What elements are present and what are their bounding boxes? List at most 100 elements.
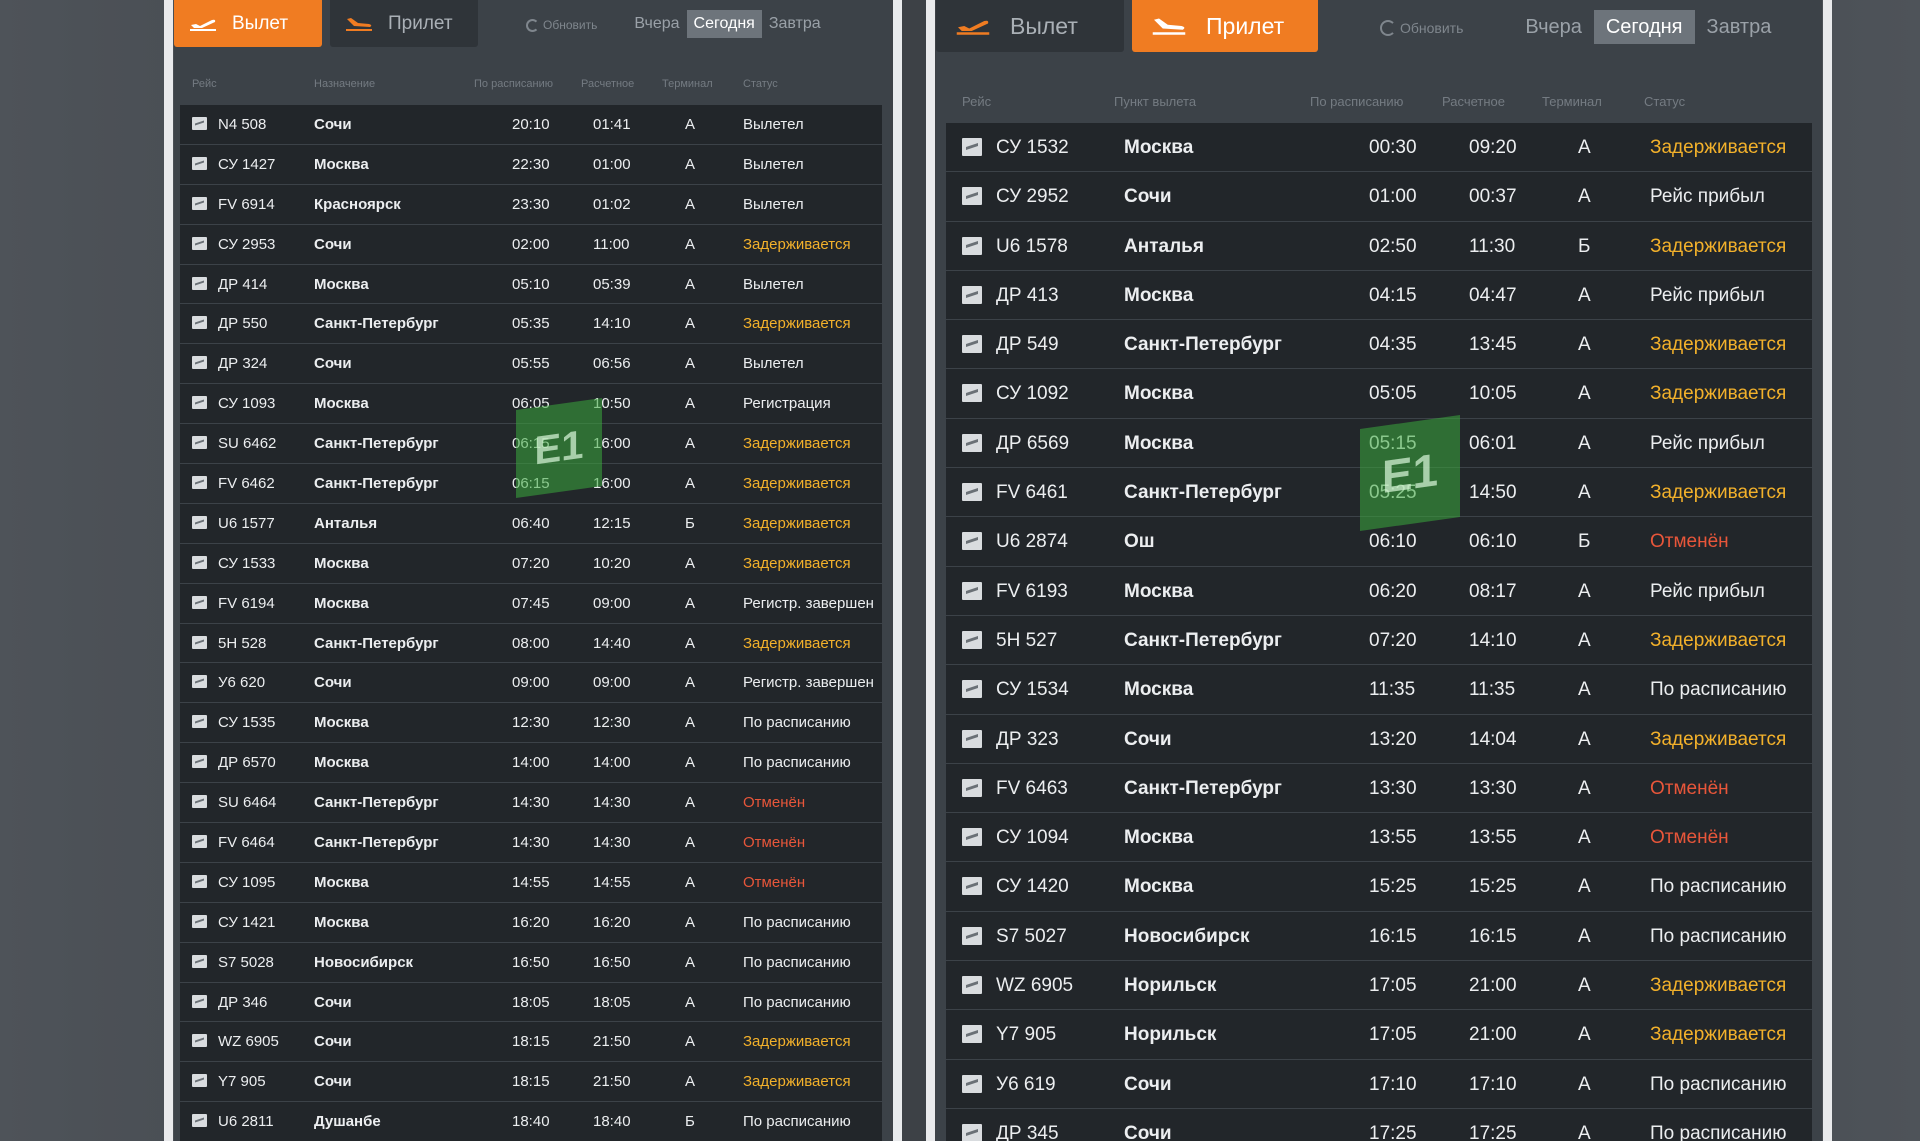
table-row[interactable]: СУ 2953 Сочи 02:00 11:00 А Задерживается — [180, 224, 882, 265]
airline-logo-icon — [192, 316, 207, 330]
col-estimated: Расчетное — [581, 78, 635, 90]
table-row[interactable]: ДР 413 Москва 04:15 04:47 А Рейс прибыл — [946, 270, 1812, 321]
table-row[interactable]: U6 1577 Анталья 06:40 12:15 Б Задерживается — [180, 503, 882, 544]
table-row[interactable]: У6 619 Сочи 17:10 17:10 А По расписанию — [946, 1059, 1812, 1109]
scheduled-time: 07:45 — [512, 594, 550, 612]
airline-logo-icon — [962, 926, 982, 945]
airline-logo-icon — [962, 581, 982, 600]
table-row[interactable]: ДР 6570 Москва 14:00 14:00 А По расписанию — [180, 743, 882, 784]
table-row[interactable]: 5Н 527 Санкт-Петербург 07:20 14:10 А Задержив… — [946, 615, 1812, 666]
city-name: Сочи — [314, 235, 352, 253]
estimated-time: 18:40 — [593, 1113, 631, 1131]
table-row[interactable]: ДР 323 Сочи 13:20 14:04 А Задерживается — [946, 714, 1812, 764]
tab-arrivals[interactable]: Прилет — [330, 0, 478, 47]
flight-status: По расписанию — [1650, 679, 1787, 701]
table-row[interactable]: 5Н 528 Санкт-Петербург 08:00 14:40 А Задержив… — [180, 623, 882, 664]
estimated-time: 10:50 — [593, 395, 631, 413]
flight-status: По расписанию — [743, 1113, 851, 1131]
flight-number: СУ 1420 — [996, 876, 1069, 898]
city-name: Москва — [314, 873, 369, 891]
city-name: Новосибирск — [314, 953, 414, 971]
table-row[interactable]: FV 6914 Красноярск 23:30 01:02 А Вылетел — [180, 184, 882, 225]
table-row[interactable]: SU 6464 Санкт-Петербург 14:30 14:30 А Отменён — [180, 783, 882, 824]
day-tomorrow[interactable]: Завтра — [768, 15, 821, 32]
airline-logo-icon — [192, 715, 207, 729]
day-tomorrow[interactable]: Завтра — [1706, 15, 1772, 38]
estimated-time: 13:45 — [1469, 334, 1517, 356]
table-row[interactable]: ДР 414 Москва 05:10 05:39 А Вылетел — [180, 264, 882, 305]
table-row[interactable]: FV 6193 Москва 06:20 08:17 А Рейс прибыл — [946, 566, 1812, 616]
table-row[interactable]: СУ 1427 Москва 22:30 01:00 А Вылетел — [180, 144, 882, 185]
table-row[interactable]: ДР 549 Санкт-Петербург 04:35 13:45 А Задержив… — [946, 320, 1812, 370]
scheduled-time: 04:15 — [1369, 284, 1417, 306]
table-row[interactable]: ДР 550 Санкт-Петербург 05:35 14:10 А Задержив… — [180, 304, 882, 345]
table-row[interactable]: ДР 345 Сочи 17:25 17:25 А По расписанию — [946, 1108, 1812, 1141]
refresh-button[interactable]: Обновить — [1380, 20, 1463, 36]
estimated-time: 06:01 — [1469, 432, 1517, 454]
city-name: Санкт-Петербург — [314, 834, 439, 852]
table-row[interactable]: S7 5028 Новосибирск 16:50 16:50 А По расписан… — [180, 942, 882, 983]
estimated-time: 01:02 — [593, 195, 631, 213]
table-row[interactable]: FV 6194 Москва 07:45 09:00 А Регистр. заверше… — [180, 583, 882, 624]
terminal: Б — [685, 514, 695, 532]
city-name: Москва — [1124, 876, 1194, 898]
flight-status: Вылетел — [743, 116, 804, 133]
table-row[interactable]: СУ 1095 Москва 14:55 14:55 А Отменён — [180, 862, 882, 903]
table-row[interactable]: У6 620 Сочи 09:00 09:00 А Регистр. завершен — [180, 663, 882, 704]
table-row[interactable]: СУ 1094 Москва 13:55 13:55 А Отменён — [946, 813, 1812, 863]
table-row[interactable]: СУ 1092 Москва 05:05 10:05 А Задерживается — [946, 369, 1812, 419]
scheduled-time: 05:55 — [512, 355, 550, 373]
flight-status: Отменён — [743, 834, 806, 852]
table-row[interactable]: N4 508 Сочи 20:10 01:41 А Вылетел — [180, 105, 882, 145]
table-row[interactable]: WZ 6905 Сочи 18:15 21:50 А Задерживается — [180, 1022, 882, 1063]
flight-status: Задерживается — [1650, 482, 1787, 504]
scheduled-time: 00:30 — [1369, 137, 1417, 158]
table-row[interactable]: СУ 2952 Сочи 01:00 00:37 А Рейс прибыл — [946, 172, 1812, 222]
flight-status: Вылетел — [743, 275, 804, 293]
estimated-time: 14:50 — [1469, 482, 1517, 504]
arrivals-board: Вылет Прилет Обновить Вчера Сегодня Завт… — [936, 0, 1822, 1141]
table-row[interactable]: U6 1578 Анталья 02:50 11:30 Б Задерживается — [946, 221, 1812, 271]
airline-logo-icon — [962, 778, 982, 797]
refresh-button[interactable]: Обновить — [526, 18, 597, 32]
flight-status: Задерживается — [1650, 137, 1787, 158]
scheduled-time: 16:50 — [512, 953, 550, 971]
flight-number: 5Н 528 — [218, 634, 267, 652]
table-row[interactable]: СУ 1533 Москва 07:20 10:20 А Задерживается — [180, 543, 882, 584]
tab-departures-label: Вылет — [232, 12, 289, 34]
table-row[interactable]: U6 2811 Душанбе 18:40 18:40 Б По расписанию — [180, 1102, 882, 1141]
flight-number: СУ 2952 — [996, 186, 1069, 208]
city-name: Санкт-Петербург — [1124, 334, 1282, 356]
terminal: А — [1578, 876, 1591, 898]
tab-arrivals[interactable]: Прилет — [1132, 0, 1318, 52]
table-row[interactable]: ДР 324 Сочи 05:55 06:56 А Вылетел — [180, 344, 882, 385]
day-yesterday[interactable]: Вчера — [634, 15, 680, 32]
terminal: А — [685, 714, 696, 732]
scheduled-time: 13:20 — [1369, 728, 1417, 750]
tab-departures[interactable]: Вылет — [936, 0, 1124, 52]
scheduled-time: 14:30 — [512, 794, 550, 812]
col-status: Статус — [743, 78, 778, 90]
estimated-time: 14:10 — [593, 315, 631, 333]
table-row[interactable]: СУ 1532 Москва 00:30 09:20 А Задерживается — [946, 123, 1812, 173]
day-today[interactable]: Сегодня — [1593, 10, 1695, 44]
table-row[interactable]: Y7 905 Сочи 18:15 21:50 А Задерживается — [180, 1062, 882, 1103]
table-row[interactable]: СУ 1420 Москва 15:25 15:25 А По расписанию — [946, 862, 1812, 912]
airline-logo-icon — [192, 236, 207, 250]
day-yesterday[interactable]: Вчера — [1525, 15, 1582, 38]
table-row[interactable]: WZ 6905 Норильск 17:05 21:00 А Задерживается — [946, 961, 1812, 1011]
day-today[interactable]: Сегодня — [686, 10, 762, 38]
table-row[interactable]: Y7 905 Норильск 17:05 21:00 А Задерживается — [946, 1010, 1812, 1060]
tab-departures[interactable]: Вылет — [174, 0, 322, 47]
table-row[interactable]: FV 6464 Санкт-Петербург 14:30 14:30 А Отменён — [180, 823, 882, 863]
city-name: Сочи — [314, 1033, 352, 1051]
table-row[interactable]: ДР 346 Сочи 18:05 18:05 А По расписанию — [180, 982, 882, 1023]
terminal: А — [685, 834, 696, 852]
table-row[interactable]: S7 5027 Новосибирск 16:15 16:15 А По расписан… — [946, 911, 1812, 962]
table-row[interactable]: FV 6463 Санкт-Петербург 13:30 13:30 А Отменён — [946, 763, 1812, 814]
terminal: А — [1578, 137, 1591, 158]
table-row[interactable]: СУ 1534 Москва 11:35 11:35 А По расписанию — [946, 665, 1812, 715]
table-row[interactable]: СУ 1421 Москва 16:20 16:20 А По расписанию — [180, 902, 882, 943]
table-row[interactable]: СУ 1535 Москва 12:30 12:30 А По расписанию — [180, 703, 882, 744]
flight-status: По расписанию — [743, 993, 851, 1011]
